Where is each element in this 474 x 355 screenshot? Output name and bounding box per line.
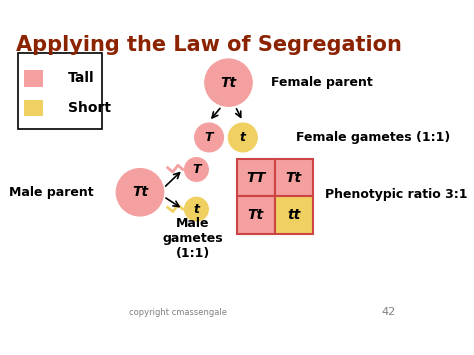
- Circle shape: [195, 123, 223, 152]
- Text: Male parent: Male parent: [9, 186, 93, 199]
- Text: 42: 42: [382, 307, 396, 317]
- Text: T: T: [192, 163, 201, 176]
- Text: Tt: Tt: [220, 76, 237, 90]
- FancyBboxPatch shape: [275, 196, 313, 234]
- Text: Male
gametes
(1:1): Male gametes (1:1): [163, 217, 223, 260]
- Circle shape: [228, 123, 257, 152]
- Text: t: t: [240, 131, 246, 144]
- Text: tt: tt: [287, 208, 301, 223]
- Text: Female gametes (1:1): Female gametes (1:1): [296, 131, 450, 144]
- Circle shape: [205, 59, 252, 106]
- Text: copyright cmassengale: copyright cmassengale: [129, 308, 227, 317]
- Text: Female parent: Female parent: [271, 76, 373, 89]
- Text: t: t: [193, 203, 200, 215]
- FancyBboxPatch shape: [275, 159, 313, 196]
- Text: Tt: Tt: [132, 185, 148, 199]
- Text: T: T: [205, 131, 213, 144]
- Circle shape: [116, 169, 164, 216]
- FancyBboxPatch shape: [18, 53, 102, 129]
- Text: Tt: Tt: [248, 208, 264, 223]
- Text: Tall: Tall: [68, 71, 95, 86]
- FancyBboxPatch shape: [237, 196, 275, 234]
- FancyBboxPatch shape: [25, 99, 43, 116]
- Circle shape: [185, 197, 208, 221]
- Text: Phenotypic ratio 3:1: Phenotypic ratio 3:1: [326, 188, 468, 201]
- Text: TT: TT: [246, 170, 265, 185]
- FancyBboxPatch shape: [25, 70, 43, 87]
- Text: Tt: Tt: [286, 170, 302, 185]
- Circle shape: [185, 158, 208, 181]
- Text: Short: Short: [68, 101, 111, 115]
- FancyBboxPatch shape: [237, 159, 275, 196]
- Text: Applying the Law of Segregation: Applying the Law of Segregation: [16, 35, 402, 55]
